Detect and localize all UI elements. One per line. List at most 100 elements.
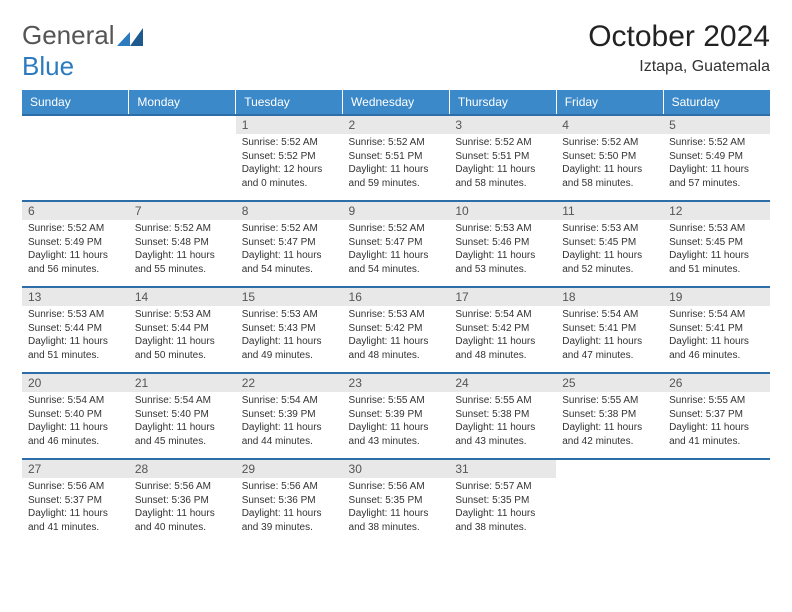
day-cell-16: 16Sunrise: 5:53 AMSunset: 5:42 PMDayligh… — [343, 287, 450, 373]
dayname-monday: Monday — [129, 90, 236, 115]
day-number: 26 — [663, 374, 770, 392]
day-cell-3: 3Sunrise: 5:52 AMSunset: 5:51 PMDaylight… — [449, 115, 556, 201]
day-number: 22 — [236, 374, 343, 392]
day-number: 31 — [449, 460, 556, 478]
day-body: Sunrise: 5:54 AMSunset: 5:41 PMDaylight:… — [556, 306, 663, 366]
day-body: Sunrise: 5:55 AMSunset: 5:38 PMDaylight:… — [556, 392, 663, 452]
day-number: 27 — [22, 460, 129, 478]
day-body: Sunrise: 5:53 AMSunset: 5:42 PMDaylight:… — [343, 306, 450, 366]
day-body: Sunrise: 5:52 AMSunset: 5:52 PMDaylight:… — [236, 134, 343, 194]
title-block: October 2024 Iztapa, Guatemala — [588, 20, 770, 76]
dayname-saturday: Saturday — [663, 90, 770, 115]
day-cell-22: 22Sunrise: 5:54 AMSunset: 5:39 PMDayligh… — [236, 373, 343, 459]
day-cell-1: 1Sunrise: 5:52 AMSunset: 5:52 PMDaylight… — [236, 115, 343, 201]
location: Iztapa, Guatemala — [588, 58, 770, 76]
day-number: 7 — [129, 202, 236, 220]
day-number: 2 — [343, 116, 450, 134]
day-number: 21 — [129, 374, 236, 392]
day-cell-9: 9Sunrise: 5:52 AMSunset: 5:47 PMDaylight… — [343, 201, 450, 287]
day-body: Sunrise: 5:57 AMSunset: 5:35 PMDaylight:… — [449, 478, 556, 538]
dayname-sunday: Sunday — [22, 90, 129, 115]
day-number: 17 — [449, 288, 556, 306]
day-cell-6: 6Sunrise: 5:52 AMSunset: 5:49 PMDaylight… — [22, 201, 129, 287]
day-cell-7: 7Sunrise: 5:52 AMSunset: 5:48 PMDaylight… — [129, 201, 236, 287]
day-cell-4: 4Sunrise: 5:52 AMSunset: 5:50 PMDaylight… — [556, 115, 663, 201]
dayname-friday: Friday — [556, 90, 663, 115]
day-cell-21: 21Sunrise: 5:54 AMSunset: 5:40 PMDayligh… — [129, 373, 236, 459]
day-cell-11: 11Sunrise: 5:53 AMSunset: 5:45 PMDayligh… — [556, 201, 663, 287]
day-body: Sunrise: 5:56 AMSunset: 5:36 PMDaylight:… — [129, 478, 236, 538]
day-cell-29: 29Sunrise: 5:56 AMSunset: 5:36 PMDayligh… — [236, 459, 343, 545]
day-body: Sunrise: 5:53 AMSunset: 5:45 PMDaylight:… — [556, 220, 663, 280]
day-number: 4 — [556, 116, 663, 134]
day-body: Sunrise: 5:56 AMSunset: 5:36 PMDaylight:… — [236, 478, 343, 538]
day-body: Sunrise: 5:53 AMSunset: 5:44 PMDaylight:… — [22, 306, 129, 366]
dayname-wednesday: Wednesday — [343, 90, 450, 115]
day-body: Sunrise: 5:53 AMSunset: 5:45 PMDaylight:… — [663, 220, 770, 280]
day-number: 8 — [236, 202, 343, 220]
day-body: Sunrise: 5:52 AMSunset: 5:49 PMDaylight:… — [22, 220, 129, 280]
dayname-thursday: Thursday — [449, 90, 556, 115]
day-cell-8: 8Sunrise: 5:52 AMSunset: 5:47 PMDaylight… — [236, 201, 343, 287]
day-body: Sunrise: 5:54 AMSunset: 5:39 PMDaylight:… — [236, 392, 343, 452]
day-number: 10 — [449, 202, 556, 220]
day-cell-25: 25Sunrise: 5:55 AMSunset: 5:38 PMDayligh… — [556, 373, 663, 459]
day-cell-30: 30Sunrise: 5:56 AMSunset: 5:35 PMDayligh… — [343, 459, 450, 545]
empty-cell — [556, 459, 663, 545]
day-cell-26: 26Sunrise: 5:55 AMSunset: 5:37 PMDayligh… — [663, 373, 770, 459]
day-number: 30 — [343, 460, 450, 478]
day-number: 18 — [556, 288, 663, 306]
logo-icon — [117, 28, 143, 46]
empty-cell — [22, 115, 129, 201]
day-body: Sunrise: 5:54 AMSunset: 5:40 PMDaylight:… — [129, 392, 236, 452]
day-number: 16 — [343, 288, 450, 306]
day-body: Sunrise: 5:53 AMSunset: 5:44 PMDaylight:… — [129, 306, 236, 366]
brand-text-2: Blue — [22, 51, 74, 81]
empty-cell — [129, 115, 236, 201]
day-cell-24: 24Sunrise: 5:55 AMSunset: 5:38 PMDayligh… — [449, 373, 556, 459]
day-cell-12: 12Sunrise: 5:53 AMSunset: 5:45 PMDayligh… — [663, 201, 770, 287]
day-number: 3 — [449, 116, 556, 134]
brand-logo: GeneralBlue — [22, 20, 143, 82]
day-cell-2: 2Sunrise: 5:52 AMSunset: 5:51 PMDaylight… — [343, 115, 450, 201]
brand-text-1: General — [22, 20, 115, 50]
day-body: Sunrise: 5:55 AMSunset: 5:39 PMDaylight:… — [343, 392, 450, 452]
day-body: Sunrise: 5:52 AMSunset: 5:51 PMDaylight:… — [449, 134, 556, 194]
brand-text: GeneralBlue — [22, 20, 143, 82]
day-body: Sunrise: 5:56 AMSunset: 5:37 PMDaylight:… — [22, 478, 129, 538]
day-body: Sunrise: 5:52 AMSunset: 5:49 PMDaylight:… — [663, 134, 770, 194]
empty-cell — [663, 459, 770, 545]
calendar-table: SundayMondayTuesdayWednesdayThursdayFrid… — [22, 90, 770, 545]
day-number: 20 — [22, 374, 129, 392]
day-body: Sunrise: 5:52 AMSunset: 5:47 PMDaylight:… — [343, 220, 450, 280]
day-number: 6 — [22, 202, 129, 220]
day-number: 12 — [663, 202, 770, 220]
day-body: Sunrise: 5:52 AMSunset: 5:47 PMDaylight:… — [236, 220, 343, 280]
day-cell-15: 15Sunrise: 5:53 AMSunset: 5:43 PMDayligh… — [236, 287, 343, 373]
day-number: 29 — [236, 460, 343, 478]
day-cell-18: 18Sunrise: 5:54 AMSunset: 5:41 PMDayligh… — [556, 287, 663, 373]
day-cell-14: 14Sunrise: 5:53 AMSunset: 5:44 PMDayligh… — [129, 287, 236, 373]
day-number: 11 — [556, 202, 663, 220]
month-title: October 2024 — [588, 20, 770, 54]
day-body: Sunrise: 5:52 AMSunset: 5:48 PMDaylight:… — [129, 220, 236, 280]
day-number: 23 — [343, 374, 450, 392]
day-cell-10: 10Sunrise: 5:53 AMSunset: 5:46 PMDayligh… — [449, 201, 556, 287]
day-number: 14 — [129, 288, 236, 306]
day-number: 5 — [663, 116, 770, 134]
day-number: 25 — [556, 374, 663, 392]
day-number: 15 — [236, 288, 343, 306]
day-number: 28 — [129, 460, 236, 478]
day-cell-19: 19Sunrise: 5:54 AMSunset: 5:41 PMDayligh… — [663, 287, 770, 373]
day-body: Sunrise: 5:54 AMSunset: 5:42 PMDaylight:… — [449, 306, 556, 366]
day-cell-17: 17Sunrise: 5:54 AMSunset: 5:42 PMDayligh… — [449, 287, 556, 373]
day-number: 24 — [449, 374, 556, 392]
day-body: Sunrise: 5:54 AMSunset: 5:40 PMDaylight:… — [22, 392, 129, 452]
day-number: 9 — [343, 202, 450, 220]
day-body: Sunrise: 5:55 AMSunset: 5:37 PMDaylight:… — [663, 392, 770, 452]
day-cell-28: 28Sunrise: 5:56 AMSunset: 5:36 PMDayligh… — [129, 459, 236, 545]
day-body: Sunrise: 5:56 AMSunset: 5:35 PMDaylight:… — [343, 478, 450, 538]
day-body: Sunrise: 5:55 AMSunset: 5:38 PMDaylight:… — [449, 392, 556, 452]
day-body: Sunrise: 5:53 AMSunset: 5:46 PMDaylight:… — [449, 220, 556, 280]
day-cell-23: 23Sunrise: 5:55 AMSunset: 5:39 PMDayligh… — [343, 373, 450, 459]
